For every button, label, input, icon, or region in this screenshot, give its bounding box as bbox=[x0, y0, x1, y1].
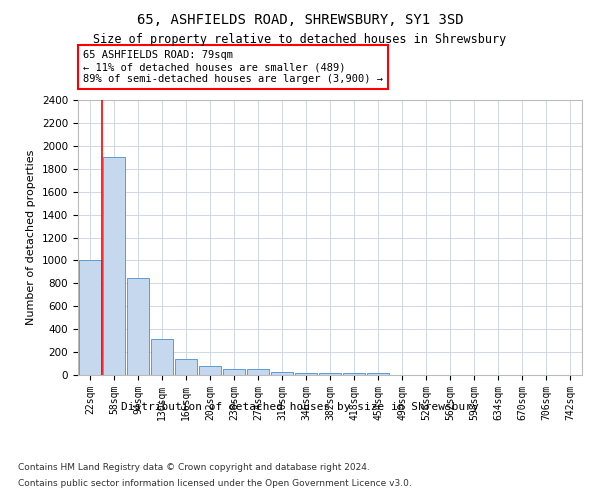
Bar bbox=[223, 368, 245, 375]
Bar bbox=[295, 372, 317, 375]
Text: 65, ASHFIELDS ROAD, SHREWSBURY, SY1 3SD: 65, ASHFIELDS ROAD, SHREWSBURY, SY1 3SD bbox=[137, 12, 463, 26]
Bar bbox=[103, 158, 125, 375]
Bar bbox=[79, 260, 101, 375]
Bar bbox=[175, 359, 197, 375]
Y-axis label: Number of detached properties: Number of detached properties bbox=[26, 150, 37, 325]
Bar bbox=[127, 278, 149, 375]
Bar bbox=[271, 372, 293, 375]
Bar bbox=[199, 366, 221, 375]
Bar bbox=[319, 372, 341, 375]
Bar bbox=[367, 372, 389, 375]
Bar bbox=[343, 372, 365, 375]
Bar bbox=[247, 370, 269, 375]
Bar bbox=[151, 340, 173, 375]
Text: Contains public sector information licensed under the Open Government Licence v3: Contains public sector information licen… bbox=[18, 479, 412, 488]
Text: Contains HM Land Registry data © Crown copyright and database right 2024.: Contains HM Land Registry data © Crown c… bbox=[18, 462, 370, 471]
Text: Size of property relative to detached houses in Shrewsbury: Size of property relative to detached ho… bbox=[94, 32, 506, 46]
Text: 65 ASHFIELDS ROAD: 79sqm
← 11% of detached houses are smaller (489)
89% of semi-: 65 ASHFIELDS ROAD: 79sqm ← 11% of detach… bbox=[83, 50, 383, 84]
Text: Distribution of detached houses by size in Shrewsbury: Distribution of detached houses by size … bbox=[121, 402, 479, 412]
